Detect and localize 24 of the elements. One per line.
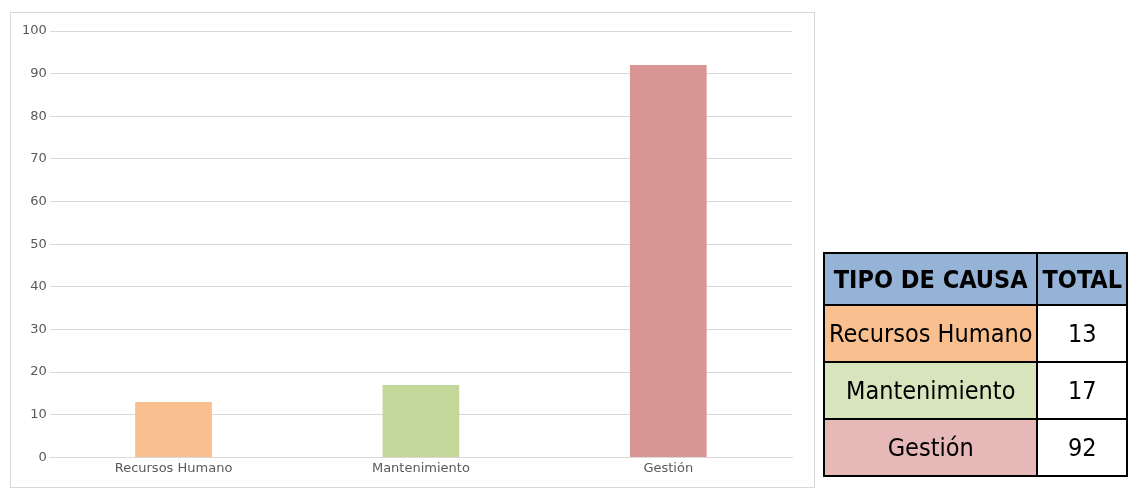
x-tick-label: Mantenimiento xyxy=(371,459,470,475)
y-tick-label: 0 xyxy=(38,448,47,464)
y-tick-label: 20 xyxy=(30,363,47,379)
text: 92 xyxy=(1037,419,1128,476)
text: TIPO DE CAUSA xyxy=(824,253,1038,305)
x-tick-label: Gestión xyxy=(643,459,694,475)
y-tick-label: 100 xyxy=(21,22,47,38)
y-tick-label: 60 xyxy=(30,192,47,208)
text: Recursos Humano xyxy=(824,305,1038,362)
y-tick-label: 30 xyxy=(30,320,47,336)
y-tick-label: 50 xyxy=(30,235,47,251)
y-tick-label: 10 xyxy=(30,406,47,422)
text: Mantenimiento xyxy=(824,362,1038,419)
y-tick-label: 90 xyxy=(30,65,47,81)
y-tick-label: 80 xyxy=(30,107,47,123)
y-tick-label: 70 xyxy=(30,150,47,166)
bar xyxy=(629,65,707,457)
y-tick-label: 40 xyxy=(30,278,47,294)
text: 17 xyxy=(1037,362,1128,419)
bar xyxy=(382,384,460,457)
bar xyxy=(135,401,212,457)
x-tick-label: Recursos Humano xyxy=(114,459,233,475)
text: TOTAL xyxy=(1037,253,1128,305)
text: 13 xyxy=(1037,305,1128,362)
